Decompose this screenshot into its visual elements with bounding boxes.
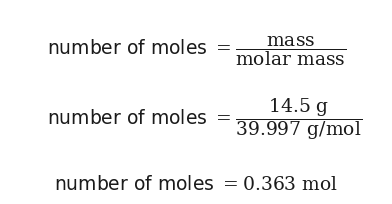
Text: number of moles $= \dfrac{\mathrm{mass}}{\mathrm{molar\ mass}}$: number of moles $= \dfrac{\mathrm{mass}}… — [47, 34, 347, 68]
Text: number of moles $= 0.363\ \mathrm{mol}$: number of moles $= 0.363\ \mathrm{mol}$ — [54, 174, 338, 193]
Text: number of moles $= \dfrac{\mathrm{14.5\ g}}{\mathrm{39.997\ g/mol}}$: number of moles $= \dfrac{\mathrm{14.5\ … — [47, 95, 362, 141]
